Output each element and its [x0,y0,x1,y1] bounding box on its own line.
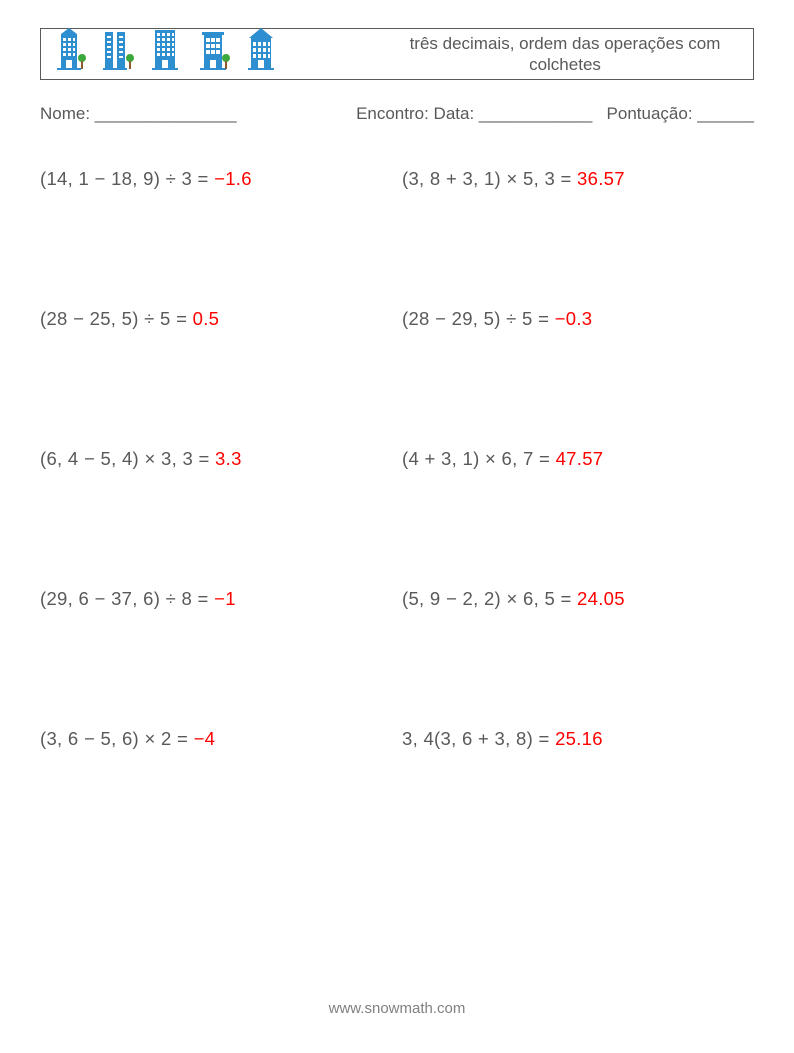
problem-answer: 47.57 [556,448,604,469]
problem-expression: (29, 6 − 37, 6) ÷ 8 = [40,588,214,609]
problem-answer: −0.3 [555,308,593,329]
problem-8: (5, 9 − 2, 2) × 6, 5 = 24.05 [402,588,754,610]
problem-expression: (4 + 3, 1) × 6, 7 = [402,448,556,469]
problem-10: 3, 4(3, 6 + 3, 8) = 25.16 [402,728,754,750]
problem-answer: 24.05 [577,588,625,609]
problem-answer: 25.16 [555,728,603,749]
problem-answer: 36.57 [577,168,625,189]
problem-1: (14, 1 − 18, 9) ÷ 3 = −1.6 [40,168,392,190]
problem-7: (29, 6 − 37, 6) ÷ 8 = −1 [40,588,392,610]
problem-expression: (28 − 25, 5) ÷ 5 = [40,308,193,329]
problem-expression: (14, 1 − 18, 9) ÷ 3 = [40,168,214,189]
footer-url: www.snowmath.com [0,1000,794,1017]
building-icon [195,28,231,77]
info-row: Nome: _______________ Encontro: Data: __… [40,104,754,124]
problem-answer: −1.6 [214,168,252,189]
problem-expression: 3, 4(3, 6 + 3, 8) = [402,728,555,749]
problem-expression: (3, 8 + 3, 1) × 5, 3 = [402,168,577,189]
building-icon [99,28,135,77]
problems-grid: (14, 1 − 18, 9) ÷ 3 = −1.6 (3, 8 + 3, 1) … [40,168,754,750]
problem-answer: 0.5 [193,308,220,329]
problem-6: (4 + 3, 1) × 6, 7 = 47.57 [402,448,754,470]
building-icon [147,28,183,77]
worksheet-title: três decimais, ordem das operações com c… [377,29,753,79]
header-icons [41,29,377,79]
problem-answer: 3.3 [215,448,242,469]
problem-answer: −4 [194,728,216,749]
problem-expression: (28 − 29, 5) ÷ 5 = [402,308,555,329]
problem-answer: −1 [214,588,236,609]
problem-expression: (3, 6 − 5, 6) × 2 = [40,728,194,749]
problem-4: (28 − 29, 5) ÷ 5 = −0.3 [402,308,754,330]
building-icon [243,28,279,77]
name-field: Nome: _______________ [40,104,356,124]
building-icon [51,28,87,77]
header-box: três decimais, ordem das operações com c… [40,28,754,80]
problem-expression: (6, 4 − 5, 4) × 3, 3 = [40,448,215,469]
problem-2: (3, 8 + 3, 1) × 5, 3 = 36.57 [402,168,754,190]
problem-5: (6, 4 − 5, 4) × 3, 3 = 3.3 [40,448,392,470]
problem-9: (3, 6 − 5, 6) × 2 = −4 [40,728,392,750]
problem-expression: (5, 9 − 2, 2) × 6, 5 = [402,588,577,609]
problem-3: (28 − 25, 5) ÷ 5 = 0.5 [40,308,392,330]
date-score-field: Encontro: Data: ____________ Pontuação: … [356,104,754,124]
